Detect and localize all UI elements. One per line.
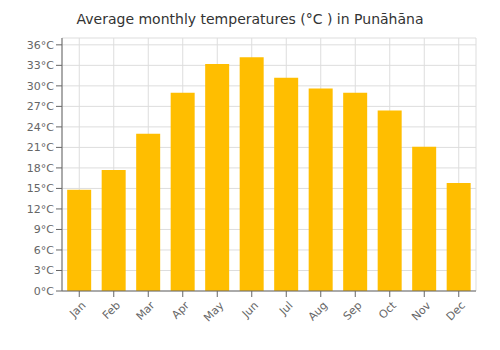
svg-text:Feb: Feb: [100, 299, 123, 322]
svg-text:21°C: 21°C: [27, 141, 54, 154]
svg-text:Nov: Nov: [409, 299, 434, 324]
svg-text:18°C: 18°C: [27, 162, 54, 175]
svg-text:6°C: 6°C: [34, 244, 54, 257]
svg-text:Jul: Jul: [276, 299, 295, 318]
svg-text:May: May: [201, 299, 227, 325]
svg-text:Sep: Sep: [341, 299, 365, 323]
svg-text:36°C: 36°C: [27, 39, 54, 52]
svg-text:12°C: 12°C: [27, 203, 54, 216]
svg-text:Jan: Jan: [67, 299, 89, 321]
svg-text:0°C: 0°C: [34, 285, 54, 298]
svg-text:3°C: 3°C: [34, 264, 54, 277]
svg-text:Mar: Mar: [134, 299, 158, 323]
svg-text:Dec: Dec: [444, 299, 468, 323]
svg-text:Oct: Oct: [376, 299, 399, 322]
svg-text:33°C: 33°C: [27, 59, 54, 72]
svg-text:24°C: 24°C: [27, 121, 54, 134]
svg-text:Apr: Apr: [169, 299, 192, 322]
svg-text:Aug: Aug: [306, 299, 330, 323]
html-text:Average monthly temperatures (: Average monthly temperatures (°C ) in Pu…: [76, 11, 424, 27]
svg-text:15°C: 15°C: [27, 182, 54, 195]
svg-text:27°C: 27°C: [27, 100, 54, 113]
svg-text:9°C: 9°C: [34, 223, 54, 236]
svg-text:30°C: 30°C: [27, 80, 54, 93]
svg-text:Jun: Jun: [239, 299, 261, 321]
